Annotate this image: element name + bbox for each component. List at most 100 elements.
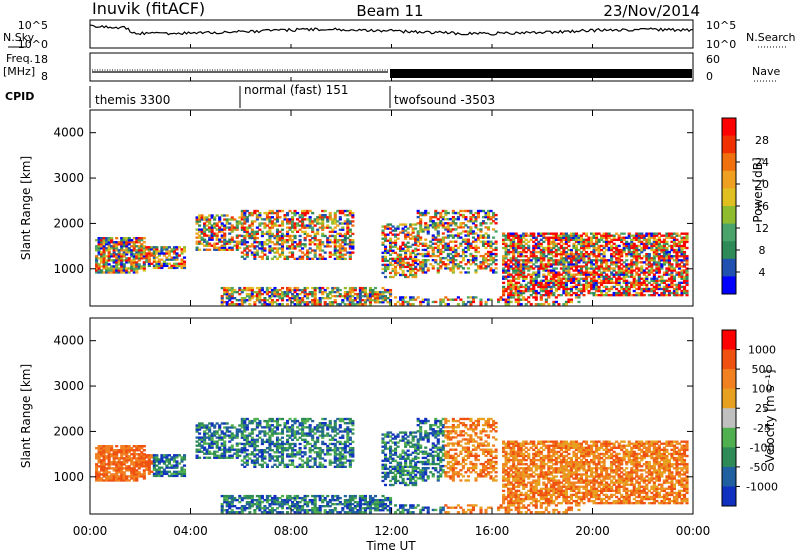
heatmap-cell xyxy=(489,250,493,254)
heatmap-cell xyxy=(512,234,516,237)
heatmap-cell xyxy=(255,249,259,252)
heatmap-cell xyxy=(479,209,483,213)
heatmap-cell xyxy=(373,299,378,302)
heatmap-cell xyxy=(218,246,222,249)
heatmap-cell xyxy=(208,238,212,241)
heatmap-cell xyxy=(253,211,257,215)
heatmap-cell xyxy=(112,243,116,246)
heatmap-cell xyxy=(534,291,538,295)
heatmap-cell xyxy=(115,463,119,466)
heatmap-cell xyxy=(615,261,619,264)
heatmap-cell xyxy=(522,275,526,278)
heatmap-cell xyxy=(532,283,536,287)
heatmap-cell xyxy=(519,267,523,270)
heatmap-cell xyxy=(208,214,212,217)
heatmap-cell xyxy=(574,236,579,239)
heatmap-cell xyxy=(225,218,229,221)
heatmap-cell xyxy=(532,279,536,282)
heatmap-cell xyxy=(675,263,679,266)
heatmap-cell xyxy=(675,238,679,241)
heatmap-cell xyxy=(552,259,556,262)
heatmap-cell xyxy=(253,438,257,441)
heatmap-cell xyxy=(572,255,576,258)
heatmap-cell xyxy=(492,220,496,223)
heatmap-cell xyxy=(650,287,654,291)
heatmap-cell xyxy=(615,252,619,256)
heatmap-cell xyxy=(404,261,408,265)
heatmap-cell xyxy=(522,279,526,282)
heatmap-cell xyxy=(100,261,104,264)
heatmap-cell xyxy=(637,281,641,285)
heatmap-cell xyxy=(268,209,272,213)
heatmap-cell xyxy=(200,242,204,245)
heatmap-cell xyxy=(605,277,609,280)
heatmap-cell xyxy=(461,256,465,260)
heatmap-cell xyxy=(283,426,287,429)
heatmap-cell xyxy=(529,287,533,291)
heatmap-cell xyxy=(466,230,470,233)
heatmap-cell xyxy=(645,232,649,235)
heatmap-cell xyxy=(549,293,553,297)
heatmap-cell xyxy=(250,444,254,448)
heatmap-cell xyxy=(386,301,390,304)
heatmap-cell xyxy=(589,252,594,256)
heatmap-cell xyxy=(569,234,573,237)
heatmap-cell xyxy=(328,245,332,248)
heatmap-cell xyxy=(414,259,418,263)
heatmap-cell xyxy=(280,241,285,244)
heatmap-cell xyxy=(338,234,342,238)
heatmap-cell xyxy=(456,215,460,219)
heatmap-cell xyxy=(120,447,124,450)
heatmap-cell xyxy=(288,442,292,446)
heatmap-cell xyxy=(291,432,295,435)
heatmap-cell xyxy=(145,256,149,259)
heatmap-cell xyxy=(539,298,543,301)
heatmap-cell xyxy=(291,288,295,292)
heatmap-cell xyxy=(240,422,244,425)
heatmap-cell xyxy=(180,468,184,471)
heatmap-cell xyxy=(439,238,443,241)
heatmap-cell xyxy=(579,287,584,291)
heatmap-cell xyxy=(348,234,352,238)
heatmap-cell xyxy=(416,244,420,247)
heatmap-cell xyxy=(273,432,277,435)
heatmap-cell xyxy=(288,236,292,240)
heatmap-cell xyxy=(278,216,282,219)
heatmap-cell xyxy=(589,263,594,266)
heatmap-cell xyxy=(622,238,626,241)
heatmap-cell xyxy=(165,472,169,476)
heatmap-cell xyxy=(363,290,367,294)
heatmap-cell xyxy=(600,289,604,293)
heatmap-cell xyxy=(152,468,156,471)
heatmap-cell xyxy=(557,277,561,280)
heatmap-cell xyxy=(396,263,400,267)
heatmap-cell xyxy=(260,292,264,296)
heatmap-cell xyxy=(466,261,470,264)
heatmap-cell xyxy=(195,228,199,231)
heatmap-cell xyxy=(112,451,116,454)
heatmap-cell xyxy=(318,247,322,250)
heatmap-cell xyxy=(172,266,177,270)
heatmap-cell xyxy=(268,301,272,304)
heatmap-cell xyxy=(411,227,415,230)
heatmap-cell xyxy=(110,253,114,256)
heatmap-cell xyxy=(534,244,538,248)
heatmap-cell xyxy=(456,236,460,239)
heatmap-cell xyxy=(208,456,212,459)
heatmap-cell xyxy=(283,292,287,296)
heatmap-cell xyxy=(250,245,254,248)
heatmap-cell xyxy=(461,248,465,252)
heatmap-cell xyxy=(602,275,606,278)
heatmap-cell xyxy=(394,259,398,263)
heatmap-cell xyxy=(303,245,307,248)
heatmap-cell xyxy=(620,232,624,235)
heatmap-cell xyxy=(592,248,596,252)
heatmap-cell xyxy=(554,232,558,235)
heatmap-cell xyxy=(280,417,285,421)
heatmap-cell xyxy=(632,238,636,241)
heatmap-cell xyxy=(504,300,508,304)
heatmap-cell xyxy=(584,232,589,235)
heatmap-cell xyxy=(381,233,385,236)
heatmap-cell xyxy=(680,289,684,293)
heatmap-cell xyxy=(255,232,259,236)
